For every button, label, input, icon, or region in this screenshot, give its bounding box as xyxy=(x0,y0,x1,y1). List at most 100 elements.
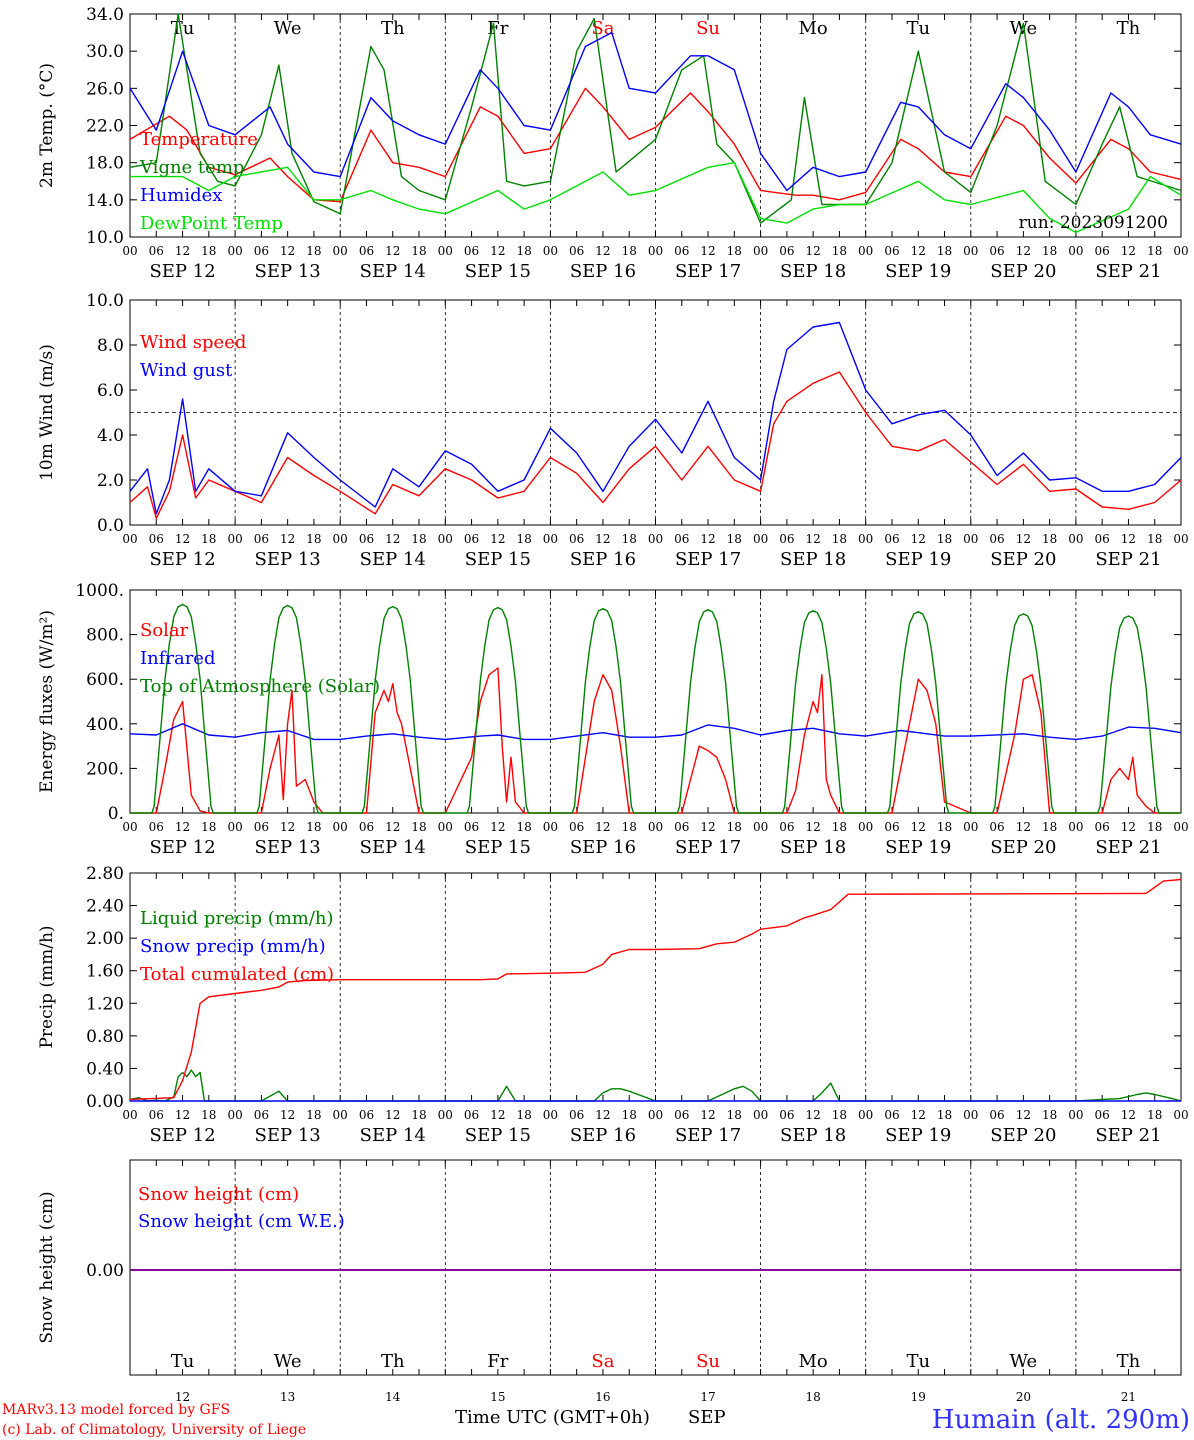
hour-tick-label: 18 xyxy=(201,1108,216,1122)
weekday-label: Th xyxy=(381,18,405,39)
date-label: SEP 20 xyxy=(990,1125,1056,1146)
date-label: SEP 20 xyxy=(990,261,1056,282)
hour-tick-label: 06 xyxy=(1095,820,1110,834)
total-cumulated-cm-line xyxy=(129,878,1182,1101)
hour-tick-label: 00 xyxy=(858,244,873,258)
y-tick-label: 10.0 xyxy=(86,291,124,311)
hour-tick-label: 12 xyxy=(1121,1108,1136,1122)
hour-tick-label: 06 xyxy=(569,1108,584,1122)
y-tick-label: 8.0 xyxy=(97,336,124,356)
hour-tick-label: 18 xyxy=(306,532,321,546)
date-label: SEP 21 xyxy=(1095,261,1161,282)
wind-panel: 0.0 2.0 4.0 6.0 8.0 10.0 10m Wind (m/s) 00 06 12 1… xyxy=(37,291,1189,570)
hour-tick-label: 00 xyxy=(122,820,137,834)
y-axis-label: 10m Wind (m/s) xyxy=(37,344,57,481)
hour-tick-label: 06 xyxy=(464,1108,479,1122)
hour-tick-label: 06 xyxy=(254,244,269,258)
hour-tick-label: 00 xyxy=(858,820,873,834)
hour-tick-label: 00 xyxy=(543,244,558,258)
hour-tick-label: 06 xyxy=(359,244,374,258)
hour-tick-label: 12 xyxy=(490,244,505,258)
hour-tick-label: 00 xyxy=(648,244,663,258)
day-number-label: 21 xyxy=(1121,1390,1136,1404)
plot-frame xyxy=(129,589,1182,814)
hour-tick-label: 00 xyxy=(963,820,978,834)
hour-tick-label: 06 xyxy=(674,1108,689,1122)
hour-tick-label: 00 xyxy=(227,244,242,258)
hour-tick-label: 18 xyxy=(1147,820,1162,834)
date-label: SEP 16 xyxy=(570,1125,636,1146)
time-axis-label: Time UTC (GMT+0h) xyxy=(455,1407,650,1428)
hour-tick-label: 00 xyxy=(227,1108,242,1122)
hour-tick-label: 18 xyxy=(1042,820,1057,834)
date-label: SEP 18 xyxy=(780,549,846,570)
hour-tick-label: 12 xyxy=(1121,820,1136,834)
hour-tick-label: 18 xyxy=(727,244,742,258)
hour-tick-label: 00 xyxy=(648,532,663,546)
hour-tick-label: 12 xyxy=(700,532,715,546)
hour-tick-label: 12 xyxy=(595,532,610,546)
date-label: SEP 18 xyxy=(780,1125,846,1146)
hour-tick-label: 18 xyxy=(201,820,216,834)
hour-tick-label: 00 xyxy=(227,820,242,834)
date-label: SEP 14 xyxy=(360,549,426,570)
snow-height-panel: 0.00 Snow height (cm) Tu We Th Fr Sa Su Mo Tu We Th… xyxy=(37,1159,1182,1404)
top-of-atmosphere-solar-line xyxy=(130,603,1181,814)
hour-tick-label: 00 xyxy=(438,820,453,834)
hour-tick-label: 06 xyxy=(884,532,899,546)
hour-tick-label: 12 xyxy=(280,532,295,546)
hour-tick-label: 18 xyxy=(937,820,952,834)
y-tick-label: 0.80 xyxy=(86,1027,124,1047)
hour-tick-label: 12 xyxy=(806,244,821,258)
day-number-label: 18 xyxy=(806,1390,821,1404)
weekday-label: Tu xyxy=(906,18,930,39)
hour-tick-label: 00 xyxy=(122,1108,137,1122)
y-tick-label: 0.00 xyxy=(86,1092,124,1112)
humidex-line xyxy=(129,31,1182,192)
weekday-label: Mo xyxy=(799,18,828,39)
y-tick-label: 4.0 xyxy=(97,426,124,446)
hour-tick-label: 06 xyxy=(1095,532,1110,546)
wind-speed-line xyxy=(129,371,1182,519)
weekday-label: We xyxy=(274,1351,302,1372)
hour-tick-label: 06 xyxy=(779,532,794,546)
hour-tick-label: 12 xyxy=(280,1108,295,1122)
weekday-label: We xyxy=(1010,18,1038,39)
hour-tick-label: 00 xyxy=(858,1108,873,1122)
weekday-label: Th xyxy=(1117,18,1141,39)
hour-tick-label: 00 xyxy=(1173,820,1188,834)
hour-tick-label: 12 xyxy=(175,1108,190,1122)
hour-tick-label: 06 xyxy=(1095,244,1110,258)
station-label: Humain (alt. 290m) xyxy=(932,1405,1190,1435)
legend-entry: Solar xyxy=(140,620,189,641)
hour-tick-label: 18 xyxy=(1147,532,1162,546)
date-label: SEP 14 xyxy=(360,261,426,282)
legend-entry: Temperature xyxy=(140,129,258,150)
date-label: SEP 12 xyxy=(149,261,215,282)
hour-tick-label: 12 xyxy=(280,244,295,258)
hour-tick-label: 06 xyxy=(779,244,794,258)
run-label: run: 2023091200 xyxy=(1019,213,1168,233)
hour-tick-label: 12 xyxy=(175,244,190,258)
hour-tick-label: 00 xyxy=(858,532,873,546)
hour-tick-label: 12 xyxy=(806,1108,821,1122)
day-number-label: 19 xyxy=(911,1390,926,1404)
hour-tick-label: 12 xyxy=(175,820,190,834)
y-tick-label: 34.0 xyxy=(86,5,124,25)
y-tick-label: 0.00 xyxy=(86,1261,124,1281)
hour-tick-label: 18 xyxy=(622,244,637,258)
hour-tick-label: 12 xyxy=(490,820,505,834)
hour-tick-label: 18 xyxy=(622,1108,637,1122)
weekday-label: Tu xyxy=(171,1351,195,1372)
hour-tick-label: 18 xyxy=(411,1108,426,1122)
hour-tick-label: 00 xyxy=(753,532,768,546)
month-label: SEP xyxy=(688,1407,726,1428)
date-label: SEP 21 xyxy=(1095,549,1161,570)
legend-entry: Snow height (cm) xyxy=(138,1184,299,1205)
date-label: SEP 15 xyxy=(465,1125,531,1146)
y-axis-label: Precip (mm/h) xyxy=(37,925,57,1048)
hour-tick-label: 00 xyxy=(648,820,663,834)
hour-tick-label: 12 xyxy=(595,1108,610,1122)
day-number-label: 16 xyxy=(595,1390,610,1404)
hour-tick-label: 00 xyxy=(543,532,558,546)
